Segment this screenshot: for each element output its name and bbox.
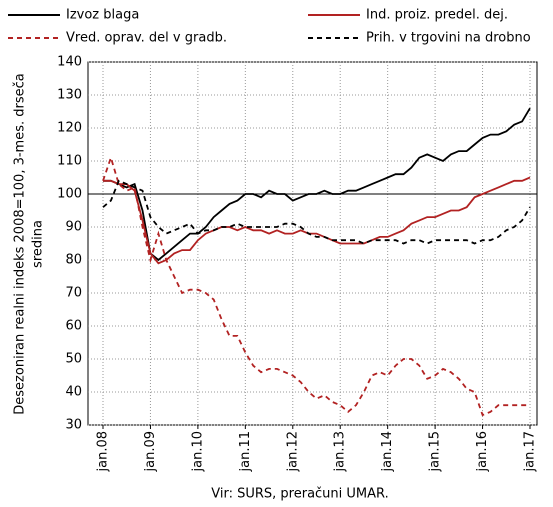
x-tick-label: jan.08 xyxy=(96,431,111,473)
legend-label: Prih. v trgovini na drobno xyxy=(366,31,531,46)
legend-label: Izvoz blaga xyxy=(66,8,139,23)
y-tick-label: 120 xyxy=(57,121,82,136)
plot-frame xyxy=(87,61,538,426)
y-tick-label: 100 xyxy=(57,187,82,202)
series-line xyxy=(103,176,531,265)
y-tick-label: 80 xyxy=(65,253,82,268)
x-tick-label: jan.13 xyxy=(333,431,348,473)
y-tick-label: 110 xyxy=(57,154,82,169)
legend-label: Vred. oprav. del v gradb. xyxy=(66,31,227,46)
source: Vir: SURS, preračuni UMAR. xyxy=(211,487,388,502)
series-line xyxy=(102,179,531,245)
y-tick-label: 90 xyxy=(65,220,82,235)
x-tick-label: jan.10 xyxy=(190,431,205,473)
y-tick-label: 60 xyxy=(65,319,82,334)
legend-label: Ind. proiz. predel. dej. xyxy=(366,8,508,23)
x-tick-label: jan.09 xyxy=(143,431,158,473)
x-tick-label: jan.17 xyxy=(523,431,538,473)
y-axis-label: sredina xyxy=(31,220,46,268)
y-tick-label: 50 xyxy=(65,352,82,367)
series-line xyxy=(102,154,530,417)
x-tick-label: jan.15 xyxy=(428,431,443,473)
y-tick-label: 40 xyxy=(65,385,82,400)
y-tick-label: 70 xyxy=(65,286,82,301)
y-tick-label: 30 xyxy=(65,418,82,433)
x-tick-label: jan.16 xyxy=(475,431,490,473)
x-tick-label: jan.12 xyxy=(285,431,300,473)
series-line xyxy=(103,107,531,262)
x-tick-label: jan.14 xyxy=(380,431,395,473)
y-axis-label: Desezoniran realni indeks 2008=100, 3-me… xyxy=(13,73,28,414)
y-tick-label: 140 xyxy=(57,55,82,70)
y-tick-label: 130 xyxy=(57,88,82,103)
x-tick-label: jan.11 xyxy=(238,431,253,473)
